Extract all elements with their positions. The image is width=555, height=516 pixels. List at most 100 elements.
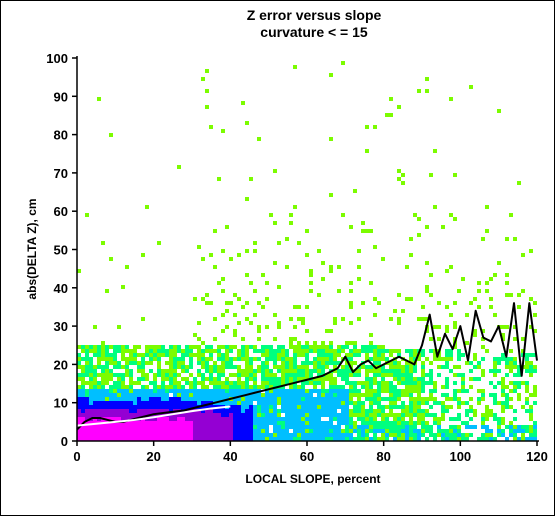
density-cell: [413, 369, 417, 373]
density-cell: [97, 385, 101, 389]
density-cell: [121, 401, 125, 405]
density-cell: [117, 389, 121, 393]
density-cell: [401, 381, 405, 385]
density-cell: [381, 385, 385, 389]
density-cell: [189, 429, 193, 433]
chart-subtitle: curvature < = 15: [260, 24, 368, 40]
density-cell: [365, 365, 369, 369]
density-cell: [365, 357, 369, 361]
density-cell: [209, 301, 213, 305]
density-cell: [509, 389, 513, 393]
density-cell: [121, 385, 125, 389]
density-cell: [197, 389, 201, 393]
density-cell: [441, 413, 445, 417]
density-cell: [253, 425, 257, 429]
density-cell: [245, 433, 249, 437]
density-cell: [285, 357, 289, 361]
density-cell: [453, 397, 457, 401]
density-cell: [289, 365, 293, 369]
density-cell: [329, 361, 333, 365]
density-cell: [101, 377, 105, 381]
density-cell: [297, 385, 301, 389]
density-cell: [365, 381, 369, 385]
density-cell: [93, 381, 97, 385]
density-cell: [313, 381, 317, 385]
density-cell: [341, 421, 345, 425]
density-cell: [385, 389, 389, 393]
density-cell: [341, 397, 345, 401]
density-cell: [81, 429, 85, 433]
density-cell: [357, 429, 361, 433]
density-cell: [277, 325, 281, 329]
density-cell: [293, 365, 297, 369]
density-cell: [169, 381, 173, 385]
density-cell: [113, 413, 117, 417]
density-cell: [185, 377, 189, 381]
density-cell: [209, 433, 213, 437]
density-cell: [237, 369, 241, 373]
density-cell: [245, 377, 249, 381]
density-cell: [129, 397, 133, 401]
density-cell: [385, 373, 389, 377]
density-cell: [185, 353, 189, 357]
density-cell: [493, 417, 497, 421]
density-cell: [301, 369, 305, 373]
density-cell: [177, 385, 181, 389]
density-cell: [309, 373, 313, 377]
density-cell: [493, 373, 497, 377]
density-cell: [449, 97, 453, 101]
density-cell: [269, 381, 273, 385]
density-cell: [285, 353, 289, 357]
density-cell: [533, 353, 537, 357]
density-cell: [273, 357, 277, 361]
density-cell: [161, 405, 165, 409]
density-cell: [117, 397, 121, 401]
density-cell: [181, 397, 185, 401]
density-cell: [525, 369, 529, 373]
density-cell: [85, 353, 89, 357]
density-cell: [409, 369, 413, 373]
density-cell: [149, 409, 153, 413]
density-cell: [181, 421, 185, 425]
density-cell: [513, 433, 517, 437]
density-cell: [337, 385, 341, 389]
density-cell: [473, 353, 477, 357]
density-cell: [137, 377, 141, 381]
density-cell: [149, 429, 153, 433]
density-cell: [117, 433, 121, 437]
density-cell: [409, 425, 413, 429]
density-cell: [349, 409, 353, 413]
density-cell: [409, 297, 413, 301]
density-cell: [277, 321, 281, 325]
density-cell: [329, 389, 333, 393]
density-cell: [273, 425, 277, 429]
density-cell: [405, 373, 409, 377]
density-cell: [445, 437, 449, 441]
density-cell: [325, 365, 329, 369]
density-cell: [509, 381, 513, 385]
density-cell: [369, 413, 373, 417]
density-cell: [389, 389, 393, 393]
density-cell: [121, 429, 125, 433]
density-cell: [293, 305, 297, 309]
density-cell: [361, 429, 365, 433]
density-cell: [361, 385, 365, 389]
density-cell: [217, 349, 221, 353]
density-cell: [397, 437, 401, 441]
density-cell: [349, 289, 353, 293]
density-cell: [173, 357, 177, 361]
density-cell: [213, 317, 217, 321]
density-cell: [381, 409, 385, 413]
density-cell: [289, 389, 293, 393]
density-cell: [77, 405, 81, 409]
density-cell: [133, 353, 137, 357]
density-cell: [349, 433, 353, 437]
density-cell: [401, 377, 405, 381]
density-cell: [437, 353, 441, 357]
density-cell: [205, 301, 209, 305]
density-cell: [253, 421, 257, 425]
density-cell: [157, 365, 161, 369]
density-cell: [309, 361, 313, 365]
density-cell: [293, 373, 297, 377]
density-cell: [225, 385, 229, 389]
